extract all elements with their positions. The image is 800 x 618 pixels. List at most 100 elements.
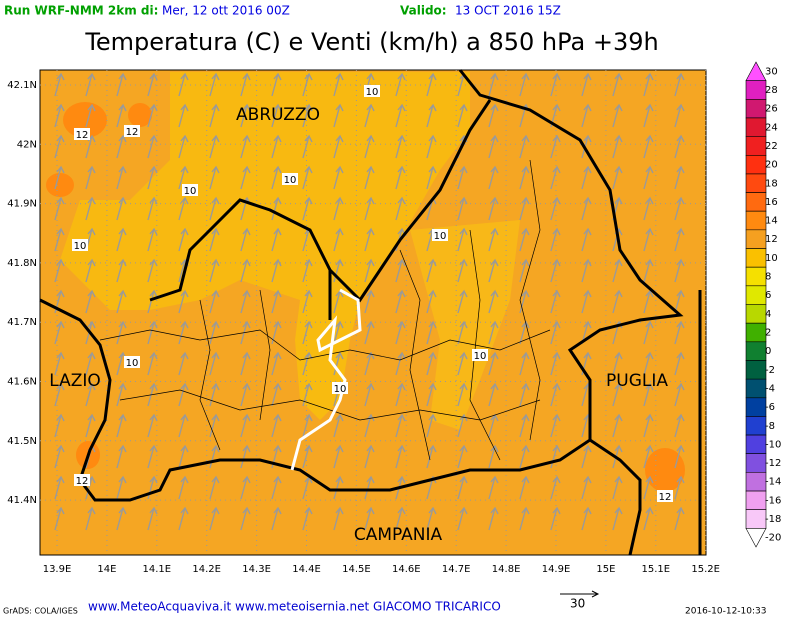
wind-arrow [519, 165, 530, 190]
wind-arrow [519, 320, 530, 345]
wind-arrow [302, 444, 313, 469]
wind-arrow [426, 165, 437, 190]
wind-arrow [178, 103, 189, 128]
credits: www.MeteoAcquaviva.it www.meteoisernia.n… [88, 600, 501, 614]
wind-arrow [395, 320, 406, 345]
colorbar-label: 14 [765, 216, 778, 227]
wind-arrow [674, 227, 685, 252]
wind-arrow [550, 196, 561, 221]
lon-label: 14.5E [342, 564, 371, 575]
wind-arrow [147, 134, 158, 159]
colorbar-swatch [745, 117, 767, 137]
wind-arrow [550, 351, 561, 376]
wind-arrow [271, 475, 282, 500]
wind-arrow [550, 134, 561, 159]
wind-arrow [426, 382, 437, 407]
wind-arrow [302, 320, 313, 345]
wind-arrow [457, 289, 468, 314]
wind-arrow [333, 103, 344, 128]
wind-arrow [302, 413, 313, 438]
colorbar-swatch [745, 192, 767, 212]
wind-arrow [209, 103, 220, 128]
colorbar-swatch [745, 360, 767, 380]
wind-arrow [643, 475, 654, 500]
wind-arrow [364, 289, 375, 314]
wind-arrow [116, 444, 127, 469]
contour-label: 10 [74, 241, 87, 252]
wind-arrow [333, 320, 344, 345]
wind-arrow [643, 289, 654, 314]
wind-arrow [612, 103, 623, 128]
wind-arrow [612, 289, 623, 314]
wind-arrow [54, 134, 65, 159]
wind-arrow [395, 196, 406, 221]
wind-arrow [550, 413, 561, 438]
wind-arrow [240, 134, 251, 159]
run-date: Mer, 12 ott 2016 00Z [162, 4, 290, 18]
contour-label: 10 [434, 231, 447, 242]
wind-arrow [178, 134, 189, 159]
colorbar-label: 0 [765, 346, 771, 357]
contour-label-box [124, 356, 140, 368]
wind-arrow [612, 475, 623, 500]
lat-label: 41.8N [7, 258, 37, 269]
wind-arrow [519, 258, 530, 283]
colorbar-label: 16 [765, 197, 778, 208]
wind-arrow [54, 103, 65, 128]
lat-label: 41.9N [7, 199, 37, 210]
wind-arrow [333, 413, 344, 438]
wind-arrow [581, 289, 592, 314]
wind-arrow [302, 382, 313, 407]
colorbar-swatch [745, 341, 767, 361]
wind-arrow [116, 382, 127, 407]
lon-label: 14.6E [392, 564, 421, 575]
colorbar-swatch [745, 528, 767, 548]
colorbar-label: -12 [765, 458, 781, 469]
wind-arrow [519, 413, 530, 438]
wind-arrow [116, 72, 127, 97]
wind-arrow [271, 258, 282, 283]
wind-arrow [674, 134, 685, 159]
wind-arrow [178, 444, 189, 469]
wind-arrow [54, 444, 65, 469]
wind-arrow [488, 196, 499, 221]
wind-arrow [643, 72, 654, 97]
wind-arrow [147, 258, 158, 283]
wind-arrow [674, 165, 685, 190]
contour-label: 10 [334, 384, 347, 395]
lon-label: 14.2E [192, 564, 221, 575]
wind-arrow [550, 444, 561, 469]
wind-arrow [147, 165, 158, 190]
wind-arrow [333, 444, 344, 469]
wind-arrow [209, 165, 220, 190]
wind-arrow [426, 103, 437, 128]
wind-arrow [178, 289, 189, 314]
wind-arrow [54, 165, 65, 190]
lat-label: 42.1N [7, 80, 37, 91]
colorbar-swatch [745, 397, 767, 417]
wind-arrow [54, 351, 65, 376]
colorbar-swatch [745, 210, 767, 231]
wind-arrow [674, 196, 685, 221]
wind-arrow [271, 227, 282, 252]
wind-arrow [364, 196, 375, 221]
wind-arrow [240, 289, 251, 314]
colorbar-label: 22 [765, 141, 778, 152]
wind-arrow [519, 289, 530, 314]
wind-arrow [457, 165, 468, 190]
colorbar-swatch [745, 229, 767, 249]
wind-arrow [612, 165, 623, 190]
colorbar-swatch [745, 304, 767, 324]
contour-label: 10 [126, 358, 139, 369]
wind-arrow [364, 444, 375, 469]
wind-arrow [271, 165, 282, 190]
lat-label: 42N [17, 139, 37, 150]
wind-arrow [550, 289, 561, 314]
wind-arrow [209, 258, 220, 283]
wind-arrow [488, 258, 499, 283]
colorbar-label: 18 [765, 178, 778, 189]
wind-arrow [674, 444, 685, 469]
wind-arrow [426, 506, 437, 531]
wind-arrow [426, 320, 437, 345]
